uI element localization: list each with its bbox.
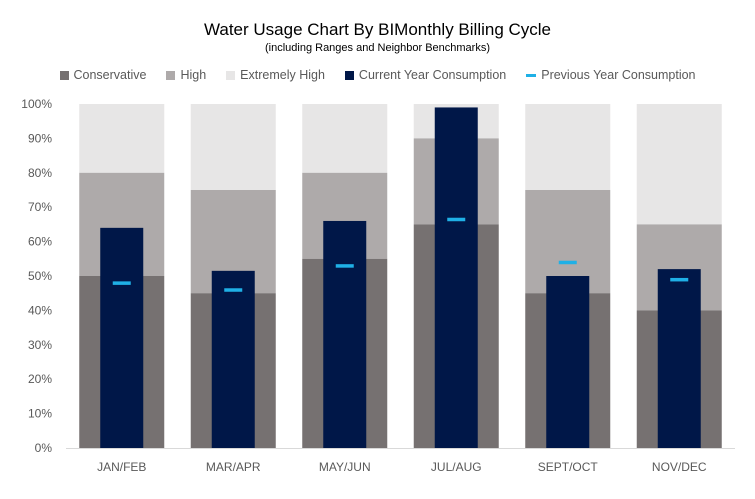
y-tick-label: 0% xyxy=(35,441,53,455)
bar-extremely-high xyxy=(636,104,722,225)
marker-previous-year xyxy=(447,217,466,222)
bar-extremely-high xyxy=(525,104,611,190)
x-tick-label: JAN/FEB xyxy=(97,460,146,474)
y-tick-label: 60% xyxy=(28,235,52,249)
chart-subtitle: (including Ranges and Neighbor Benchmark… xyxy=(264,42,490,54)
legend-label-conservative: Conservative xyxy=(73,68,147,82)
y-tick-label: 90% xyxy=(28,131,52,145)
legend: Conservative High Extremely High Current… xyxy=(0,68,755,82)
y-tick-label: 80% xyxy=(28,166,52,180)
marker-previous-year xyxy=(670,277,689,282)
legend-label-current-year: Current Year Consumption xyxy=(358,68,507,82)
bar-current-year xyxy=(434,107,478,448)
x-tick-label: MAY/JUN xyxy=(319,460,371,474)
legend-swatch-conservative xyxy=(59,70,69,80)
bar-current-year xyxy=(546,276,590,448)
marker-previous-year xyxy=(558,260,577,265)
bar-current-year xyxy=(323,220,367,448)
y-tick-label: 30% xyxy=(28,338,52,352)
bar-extremely-high xyxy=(190,104,276,190)
bar-current-year xyxy=(657,269,701,448)
bar-extremely-high xyxy=(302,104,388,173)
marker-previous-year xyxy=(112,281,131,285)
legend-label-previous-year: Previous Year Consumption xyxy=(541,68,696,82)
legend-swatch-extremely-high xyxy=(226,70,236,80)
marker-previous-year xyxy=(224,288,243,292)
bar-extremely-high xyxy=(79,104,165,173)
chart-title: Water Usage Chart By BIMonthly Billing C… xyxy=(203,20,552,39)
legend-item-conservative: Conservative xyxy=(59,68,147,82)
legend-item-previous-year: Previous Year Consumption xyxy=(526,68,696,82)
bar-current-year xyxy=(100,227,144,448)
marker-previous-year xyxy=(335,264,354,268)
y-tick-label: 40% xyxy=(28,303,52,317)
y-tick-label: 20% xyxy=(28,372,52,386)
x-tick-label: JUL/AUG xyxy=(431,460,482,474)
legend-item-current-year: Current Year Consumption xyxy=(344,68,507,82)
x-tick-label: SEPT/OCT xyxy=(538,460,599,474)
x-tick-label: NOV/DEC xyxy=(652,460,707,474)
legend-swatch-current-year xyxy=(344,70,354,80)
y-tick-label: 100% xyxy=(21,97,52,111)
legend-swatch-previous-year xyxy=(526,73,537,77)
legend-label-extremely-high: Extremely High xyxy=(240,68,325,82)
legend-item-high: High xyxy=(166,68,206,82)
legend-item-extremely-high: Extremely High xyxy=(226,68,325,82)
bar-current-year xyxy=(211,270,255,448)
legend-label-high: High xyxy=(180,68,207,82)
y-tick-label: 70% xyxy=(28,200,52,214)
y-tick-label: 50% xyxy=(28,269,52,283)
y-tick-label: 10% xyxy=(28,407,52,421)
x-tick-label: MAR/APR xyxy=(206,460,261,474)
legend-swatch-high xyxy=(166,70,176,80)
